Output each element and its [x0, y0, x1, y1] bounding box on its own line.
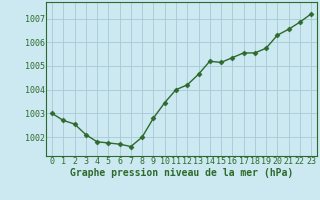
X-axis label: Graphe pression niveau de la mer (hPa): Graphe pression niveau de la mer (hPa) — [70, 168, 293, 178]
